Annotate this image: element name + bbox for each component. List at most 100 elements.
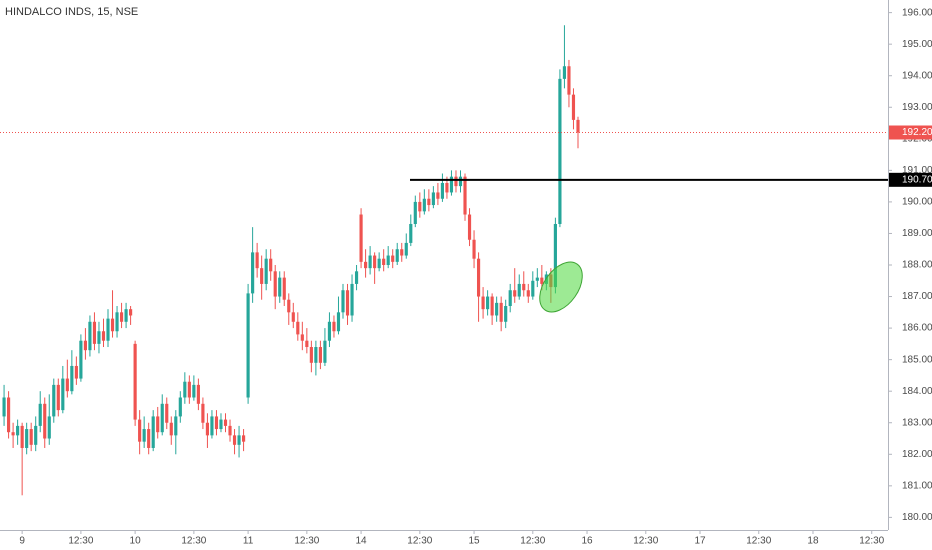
- candle-body: [52, 384, 56, 417]
- candle-body: [504, 306, 508, 322]
- candle-body: [354, 271, 359, 284]
- candle-body: [368, 255, 372, 269]
- y-tick-label: 186.00: [902, 323, 932, 334]
- candle-body: [232, 435, 237, 445]
- candle-body: [251, 252, 255, 294]
- x-tick-label: 9: [19, 536, 25, 547]
- chart-title: HINDALCO INDS, 15, NSE: [5, 6, 138, 18]
- y-tick-label: 189.00: [902, 228, 932, 239]
- candle-body: [142, 429, 146, 442]
- candle-body: [458, 176, 463, 187]
- candle-body: [169, 422, 173, 436]
- candle-body: [513, 290, 517, 297]
- candle-body: [382, 258, 386, 265]
- candle-body: [79, 340, 83, 379]
- candle-body: [309, 347, 313, 363]
- candle-body: [20, 425, 24, 448]
- candle-body: [74, 365, 78, 379]
- candle-body: [476, 258, 481, 297]
- candle-body: [481, 296, 485, 310]
- candle-body: [178, 397, 182, 417]
- candle-body: [255, 252, 259, 269]
- candle-body: [219, 419, 223, 430]
- candle-body: [260, 268, 264, 284]
- candle-body: [364, 261, 368, 269]
- candle-body: [454, 176, 458, 187]
- x-tick-label: 12:30: [633, 536, 658, 547]
- y-tick-label: 187.00: [902, 291, 932, 302]
- overlays: 192.20 190.70: [0, 125, 932, 313]
- candle-body: [29, 429, 33, 445]
- candle-body: [47, 416, 51, 439]
- candle-body: [571, 94, 576, 120]
- y-tick-label: 185.00: [902, 354, 932, 365]
- candle-body: [61, 378, 65, 411]
- candle-body: [391, 255, 395, 262]
- y-tick-label: 181.00: [902, 480, 932, 491]
- candle-body: [305, 340, 309, 348]
- candle-body: [65, 378, 69, 392]
- candle-body: [70, 365, 74, 392]
- candle-body: [395, 249, 399, 262]
- candle-body: [282, 277, 286, 300]
- candle-body: [174, 416, 178, 436]
- candle-body: [318, 347, 322, 363]
- candle-body: [124, 309, 128, 322]
- candle-body: [138, 419, 142, 442]
- candle-body: [486, 296, 490, 310]
- y-tick-label: 196.00: [902, 7, 932, 18]
- candle-body: [327, 321, 332, 341]
- y-tick-label: 183.00: [902, 417, 932, 428]
- candle-body: [264, 258, 268, 284]
- candle-body: [562, 66, 567, 79]
- x-tick-label: 12:30: [520, 536, 545, 547]
- candle-body: [269, 258, 273, 272]
- candle-body: [336, 312, 341, 332]
- candle-body: [287, 299, 291, 313]
- candle-body: [92, 321, 97, 344]
- candle-body: [345, 290, 350, 316]
- candle-body: [151, 416, 155, 448]
- candle-body: [88, 321, 92, 351]
- candle-body: [56, 384, 60, 411]
- candle-body: [241, 435, 246, 442]
- x-tick-label: 18: [807, 536, 819, 547]
- candle-body: [567, 66, 571, 95]
- candle-body: [106, 318, 110, 341]
- y-tick-label: 190.00: [902, 197, 932, 208]
- y-tick-label: 195.00: [902, 39, 932, 50]
- candle-body: [472, 239, 476, 259]
- candle-body: [246, 293, 250, 398]
- x-tick-label: 14: [356, 536, 368, 547]
- candle-body: [526, 290, 530, 297]
- candle-body: [373, 255, 377, 269]
- candle-body: [445, 182, 449, 193]
- candle-body: [129, 309, 133, 316]
- candle-body: [449, 176, 454, 193]
- candle-body: [2, 397, 6, 417]
- candle-body: [296, 321, 300, 335]
- candle-body: [228, 425, 232, 436]
- candle-body: [133, 343, 137, 420]
- candle-body: [522, 283, 526, 291]
- candle-body: [38, 403, 42, 426]
- candle-body: [11, 432, 15, 436]
- candle-body: [400, 249, 404, 256]
- candle-body: [165, 403, 169, 423]
- candle-body: [576, 119, 580, 133]
- candle-body: [558, 78, 562, 224]
- candle-body: [490, 296, 494, 316]
- candle-body: [214, 416, 219, 430]
- candle-body: [273, 271, 277, 297]
- candle-body: [553, 223, 557, 288]
- x-tick-label: 10: [130, 536, 142, 547]
- candle-body: [531, 280, 535, 297]
- candle-body: [332, 321, 336, 332]
- candle-body: [110, 318, 115, 332]
- candle-body: [147, 429, 151, 448]
- candle-body: [83, 340, 87, 351]
- x-tick-label: 12:30: [294, 536, 319, 547]
- candle-body: [300, 334, 304, 341]
